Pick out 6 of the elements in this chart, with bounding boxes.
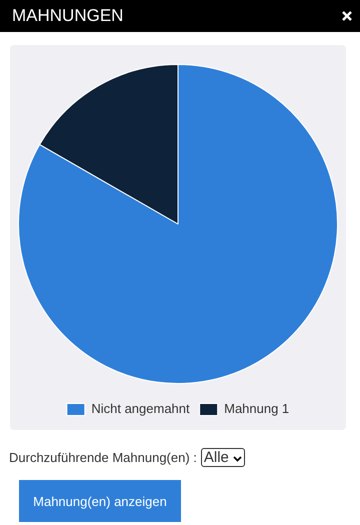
legend-label: Nicht angemahnt — [91, 401, 190, 416]
chart-title: MAHNUNGEN — [12, 6, 124, 26]
legend-label: Mahnung 1 — [224, 401, 290, 416]
text: Mahnung(en) anzeigen — [19, 480, 181, 522]
text: Alle — [204, 449, 229, 466]
text: Durchzuführende Mahnung(en) : — [9, 450, 197, 465]
